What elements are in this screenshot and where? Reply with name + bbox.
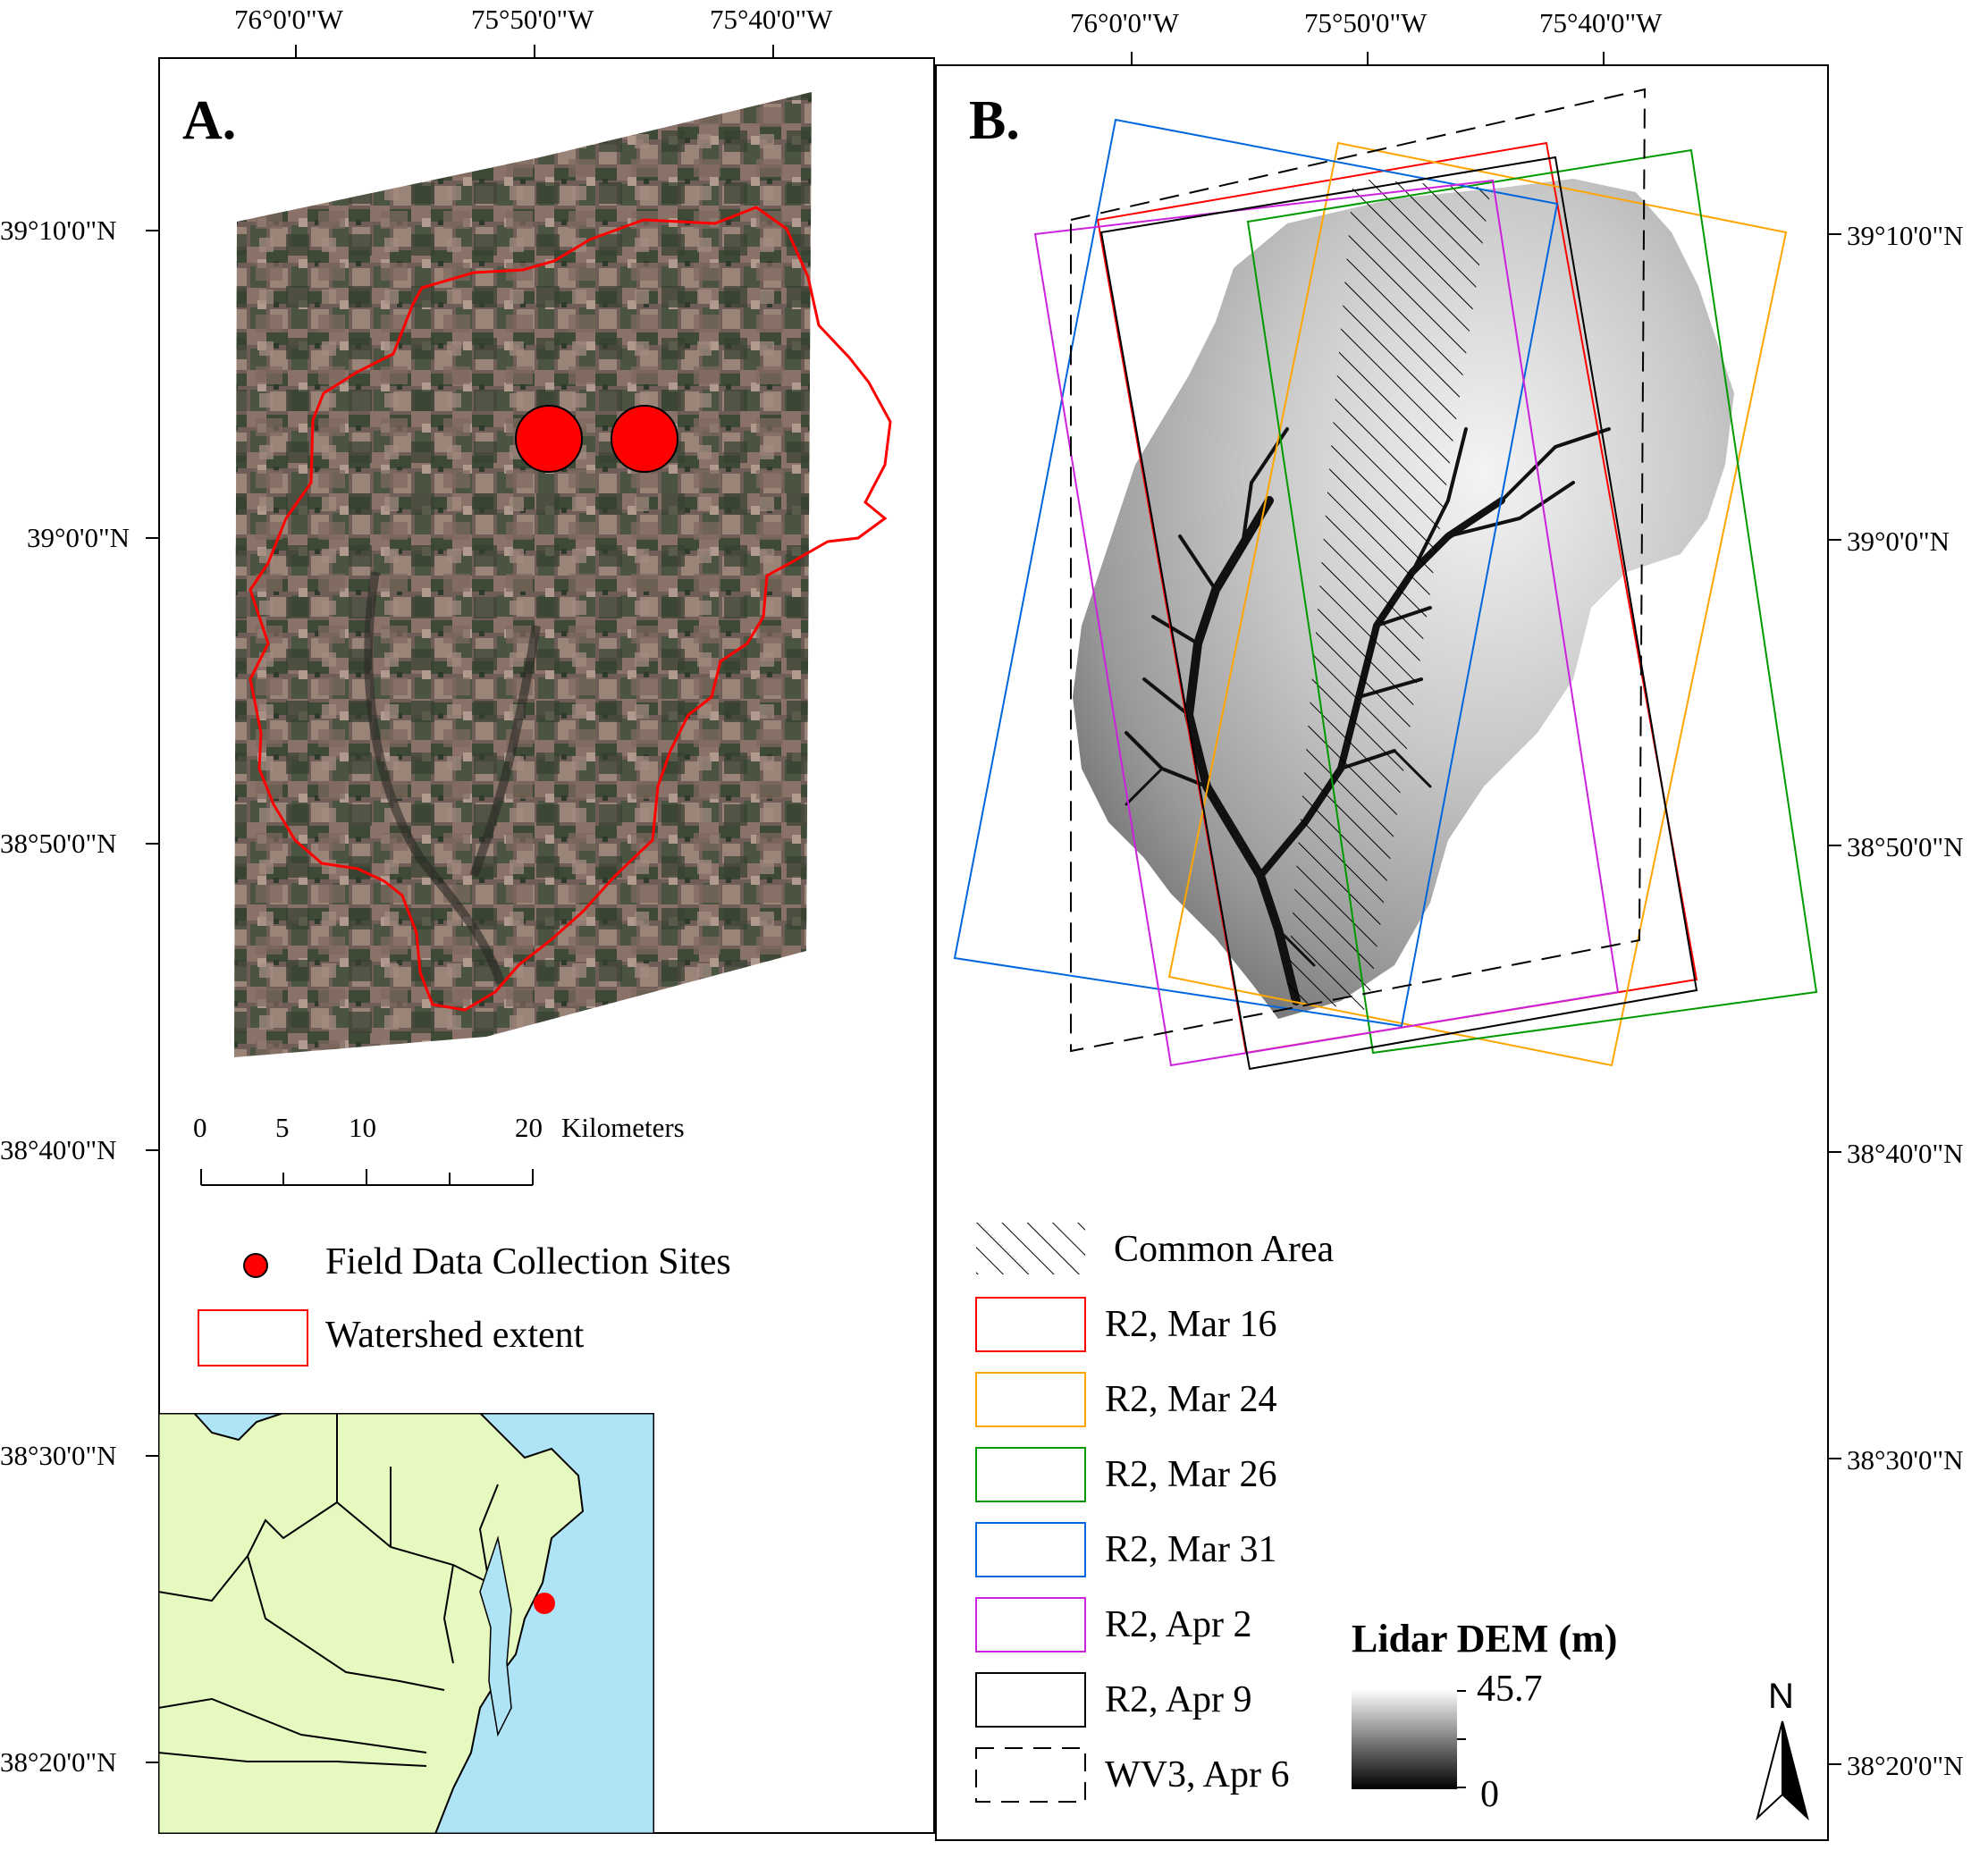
scale-unit: Kilometers bbox=[561, 1112, 685, 1143]
legend-r2-mar31-symbol bbox=[975, 1522, 1086, 1577]
footprint-r2-mar24 bbox=[1167, 141, 1788, 1067]
dem-max-value: 45.7 bbox=[1477, 1669, 1543, 1710]
scale-tick-10: 10 bbox=[349, 1112, 376, 1143]
legend-r2-apr9-label: R2, Apr 9 bbox=[1105, 1679, 1252, 1720]
lat-label-right-3850: 38°50'0"N bbox=[1847, 831, 1964, 862]
lon-label-a-7540: 75°40'0"W bbox=[710, 4, 833, 35]
satellite-image-map bbox=[234, 92, 892, 1057]
field-site-marker bbox=[611, 405, 678, 473]
footprint-r2-mar26 bbox=[1246, 148, 1818, 1055]
footprint-r2-apr9 bbox=[1099, 156, 1698, 1071]
lat-label-left-3820: 38°20'0"N bbox=[0, 1746, 117, 1778]
dem-color-ramp bbox=[1352, 1689, 1466, 1789]
legend-common-area-label: Common Area bbox=[1114, 1229, 1335, 1270]
north-arrow-icon bbox=[1756, 1720, 1809, 1821]
legend-watershed-label: Watershed extent bbox=[325, 1315, 585, 1356]
legend-wv3-apr6-symbol bbox=[975, 1747, 1086, 1803]
lon-label-b-7550: 75°50'0"W bbox=[1304, 7, 1428, 38]
scale-tick-5: 5 bbox=[275, 1112, 290, 1143]
panel-b-letter: B. bbox=[969, 90, 1020, 151]
lat-label-left-3900: 39°0'0"N bbox=[27, 522, 131, 553]
legend-wv3-apr6-label: WV3, Apr 6 bbox=[1105, 1754, 1290, 1795]
lon-label-b-76: 76°0'0"W bbox=[1070, 7, 1179, 38]
legend-r2-mar16-symbol bbox=[975, 1297, 1086, 1352]
scale-tick-20: 20 bbox=[515, 1112, 543, 1143]
lat-label-right-3840: 38°40'0"N bbox=[1847, 1138, 1964, 1169]
legend-r2-apr2-symbol bbox=[975, 1597, 1086, 1652]
legend-r2-mar24-symbol bbox=[975, 1372, 1086, 1427]
field-site-marker bbox=[515, 405, 583, 473]
legend-r2-apr2-label: R2, Apr 2 bbox=[1105, 1604, 1252, 1645]
lat-label-left-3830: 38°30'0"N bbox=[0, 1440, 117, 1471]
footprint-r2-mar31 bbox=[953, 118, 1559, 1028]
lat-label-left-3850: 38°50'0"N bbox=[0, 828, 117, 859]
common-area bbox=[1285, 179, 1491, 1010]
legend-r2-apr9-symbol bbox=[975, 1672, 1086, 1728]
legend-sites-symbol bbox=[243, 1253, 268, 1278]
lat-label-right-3820: 38°20'0"N bbox=[1847, 1750, 1964, 1781]
scale-bar bbox=[200, 1169, 534, 1186]
legend-r2-mar26-label: R2, Mar 26 bbox=[1105, 1454, 1277, 1495]
lon-label-b-7540: 75°40'0"W bbox=[1539, 7, 1663, 38]
dem-min-value: 0 bbox=[1480, 1774, 1499, 1815]
inset-study-area-marker bbox=[534, 1593, 555, 1614]
dem-footprint-map bbox=[953, 88, 1818, 1071]
panel-a-letter: A. bbox=[182, 90, 237, 151]
footprint-r2-mar16 bbox=[1096, 141, 1698, 1055]
legend-sites-label: Field Data Collection Sites bbox=[325, 1241, 731, 1282]
watershed-boundary bbox=[248, 206, 892, 1012]
legend-r2-mar24-label: R2, Mar 24 bbox=[1105, 1379, 1277, 1420]
lon-label-a-7550: 75°50'0"W bbox=[471, 4, 594, 35]
dem-legend-title: Lidar DEM (m) bbox=[1352, 1617, 1618, 1661]
footprint-r2-apr2 bbox=[1033, 179, 1620, 1067]
lat-label-right-3900: 39°0'0"N bbox=[1847, 526, 1950, 557]
panel-b-frame bbox=[935, 64, 1829, 1841]
scale-tick-0: 0 bbox=[193, 1112, 207, 1143]
legend-r2-mar16-label: R2, Mar 16 bbox=[1105, 1304, 1277, 1345]
footprint-wv3-apr6 bbox=[1070, 88, 1647, 1053]
lat-label-right-3830: 38°30'0"N bbox=[1847, 1444, 1964, 1476]
legend-r2-mar26-symbol bbox=[975, 1447, 1086, 1502]
inset-locator-map bbox=[158, 1413, 654, 1834]
lon-label-a-76: 76°0'0"W bbox=[234, 4, 343, 35]
north-label: N bbox=[1768, 1677, 1794, 1716]
lat-label-left-3910: 39°10'0"N bbox=[0, 214, 117, 246]
legend-watershed-symbol bbox=[198, 1309, 308, 1366]
lat-label-right-3910: 39°10'0"N bbox=[1847, 220, 1964, 251]
lat-label-left-3840: 38°40'0"N bbox=[0, 1134, 117, 1165]
legend-r2-mar31-label: R2, Mar 31 bbox=[1105, 1529, 1277, 1570]
legend-common-area-symbol bbox=[976, 1223, 1085, 1274]
